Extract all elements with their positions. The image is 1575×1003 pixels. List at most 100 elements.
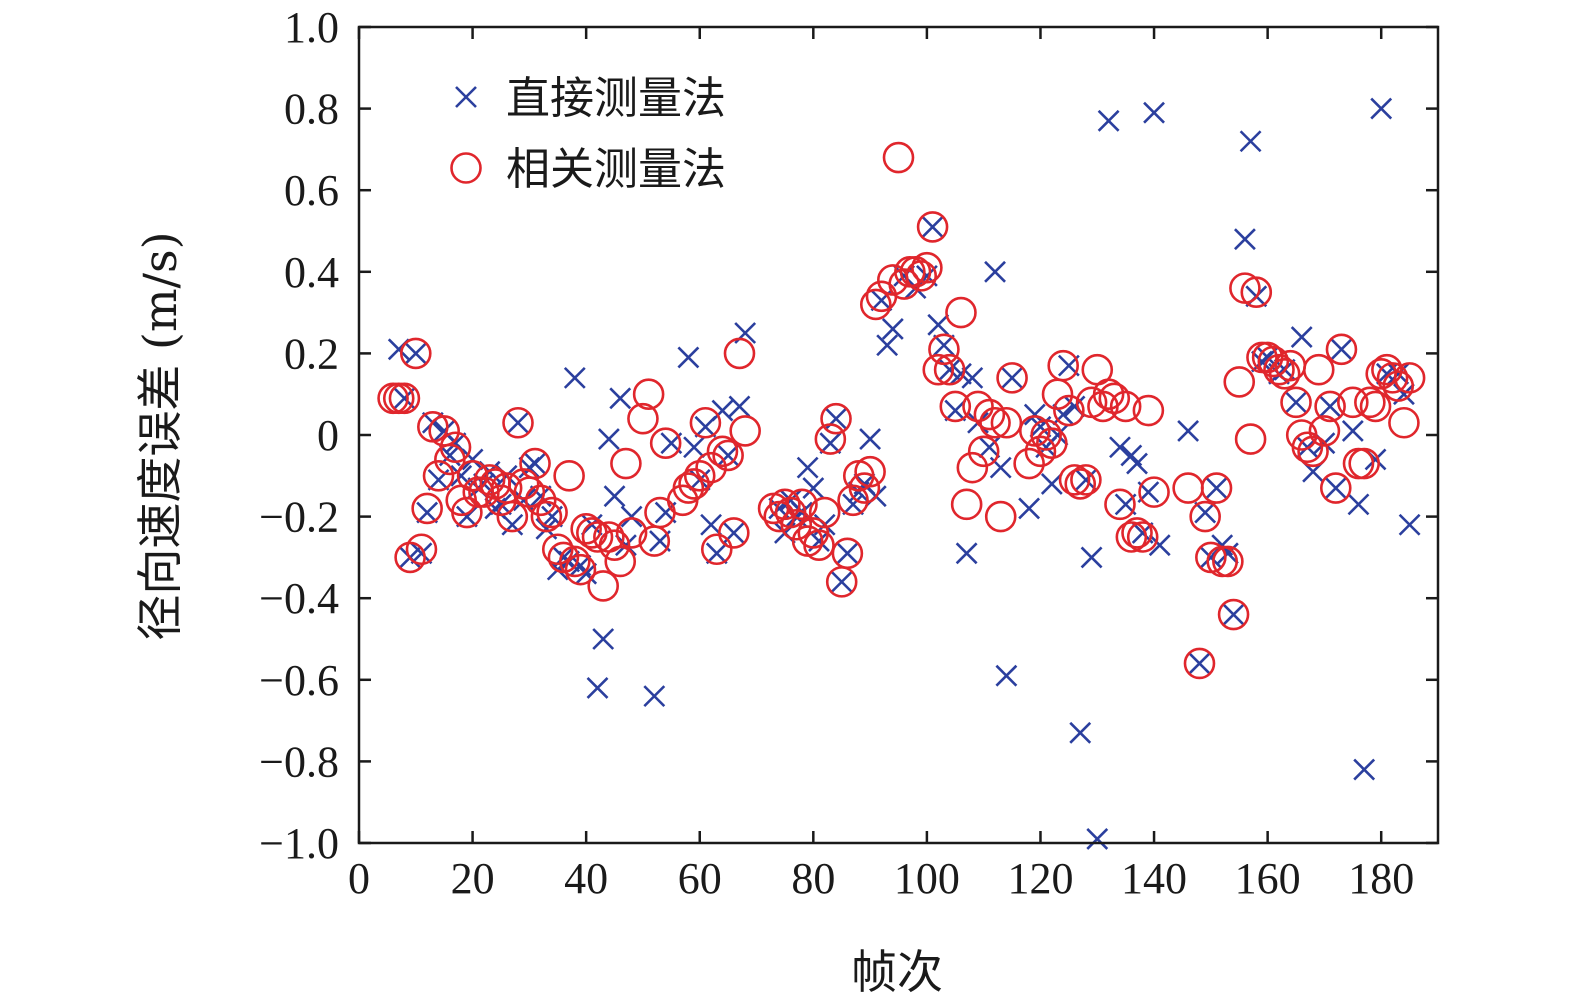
point-direct bbox=[1069, 721, 1092, 744]
point-direct bbox=[1324, 477, 1347, 499]
point-direct bbox=[501, 513, 524, 536]
point-direct bbox=[575, 562, 598, 585]
point-correlation bbox=[1098, 382, 1131, 415]
point-direct bbox=[1290, 326, 1313, 348]
point-direct bbox=[859, 428, 882, 450]
point-direct bbox=[1188, 652, 1211, 675]
point-direct bbox=[705, 542, 728, 565]
point-direct bbox=[461, 448, 484, 471]
legend-marker-o bbox=[450, 152, 482, 184]
y-tick-labels: 1.0 0.8 0.6 0.4 0.2 0 −0.2 −0.4 −0.6 −0.8 −1.0 bbox=[259, 3, 339, 868]
point-correlation bbox=[1132, 394, 1165, 427]
legend-label-correlation: 相关测量法 bbox=[506, 144, 726, 195]
point-direct bbox=[995, 664, 1018, 687]
point-correlation bbox=[683, 459, 716, 492]
point-direct bbox=[1347, 493, 1370, 516]
point-direct bbox=[1233, 228, 1256, 251]
x-axis-title: 帧次 bbox=[851, 945, 943, 999]
x-tick-label: 100 bbox=[894, 854, 960, 903]
point-direct bbox=[944, 399, 967, 422]
point-correlation bbox=[1058, 464, 1091, 496]
point-direct bbox=[1086, 828, 1109, 850]
point-correlation bbox=[695, 451, 727, 484]
point-correlation bbox=[649, 427, 682, 459]
x-tick-label: 60 bbox=[678, 854, 722, 903]
point-direct bbox=[1018, 497, 1041, 520]
point-correlation bbox=[865, 280, 898, 313]
point-direct bbox=[881, 318, 904, 340]
point-correlation bbox=[1376, 362, 1409, 394]
point-correlation bbox=[1268, 357, 1301, 390]
point-correlation bbox=[729, 415, 761, 447]
point-correlation bbox=[598, 529, 631, 561]
point-correlation bbox=[950, 488, 983, 521]
point-correlation bbox=[1070, 464, 1102, 496]
x-tick-label: 120 bbox=[1007, 854, 1073, 903]
point-correlation bbox=[911, 251, 943, 284]
point-correlation bbox=[399, 337, 432, 370]
point-correlation bbox=[1183, 647, 1216, 680]
point-correlation bbox=[1212, 545, 1244, 578]
point-direct bbox=[643, 685, 666, 708]
point-direct bbox=[796, 456, 819, 479]
point-direct bbox=[597, 428, 620, 450]
x-tick-label: 40 bbox=[564, 854, 608, 903]
point-correlation bbox=[519, 447, 551, 480]
point-correlation bbox=[1053, 394, 1085, 427]
point-correlation bbox=[928, 333, 960, 366]
point-correlation bbox=[1393, 362, 1426, 394]
point-direct bbox=[921, 216, 944, 238]
point-direct bbox=[1205, 477, 1228, 499]
point-correlation bbox=[564, 553, 597, 586]
point-correlation bbox=[1382, 370, 1415, 402]
point-correlation bbox=[456, 459, 489, 492]
point-direct bbox=[836, 542, 859, 565]
point-correlation bbox=[939, 390, 972, 423]
point-direct bbox=[586, 677, 609, 699]
legend-marker-correlation bbox=[450, 152, 482, 184]
point-correlation bbox=[439, 431, 472, 464]
point-direct bbox=[677, 346, 700, 369]
series-direct bbox=[387, 97, 1421, 850]
point-correlation bbox=[1138, 476, 1170, 508]
point-correlation bbox=[411, 492, 443, 525]
point-correlation bbox=[632, 378, 665, 411]
point-correlation bbox=[1319, 472, 1352, 504]
point-direct bbox=[830, 570, 853, 593]
y-tick-label: 0.2 bbox=[284, 329, 339, 378]
x-tick-label: 80 bbox=[791, 854, 835, 903]
x-tick-labels: 0 20 40 60 80 100 120 140 160 180 bbox=[348, 854, 1414, 903]
point-direct bbox=[955, 542, 978, 565]
y-tick-label: −0.2 bbox=[259, 493, 339, 542]
point-correlation bbox=[1030, 419, 1062, 451]
point-correlation bbox=[610, 447, 642, 480]
y-tick-label: 0.6 bbox=[284, 166, 339, 215]
point-correlation bbox=[723, 337, 756, 370]
data-points bbox=[377, 97, 1426, 850]
point-correlation bbox=[979, 406, 1011, 439]
point-direct bbox=[1398, 513, 1421, 536]
point-correlation bbox=[405, 533, 438, 566]
point-direct bbox=[717, 444, 740, 467]
point-correlation bbox=[808, 496, 841, 529]
point-correlation bbox=[1251, 341, 1284, 374]
point-correlation bbox=[1013, 447, 1045, 480]
point-correlation bbox=[689, 406, 722, 439]
point-correlation bbox=[394, 541, 426, 574]
point-correlation bbox=[1359, 390, 1392, 423]
point-direct bbox=[404, 342, 427, 365]
y-axis-title: 径向速度误差 (m/s) bbox=[133, 231, 187, 640]
point-direct bbox=[1387, 362, 1410, 385]
point-direct bbox=[1319, 395, 1342, 418]
point-direct bbox=[842, 493, 864, 516]
point-direct bbox=[1097, 109, 1120, 132]
point-direct bbox=[728, 395, 751, 418]
legend-label-direct: 直接测量法 bbox=[506, 73, 726, 124]
point-correlation bbox=[558, 545, 591, 578]
point-direct bbox=[1341, 420, 1364, 442]
point-direct bbox=[1330, 338, 1353, 361]
point-correlation bbox=[973, 398, 1006, 431]
point-direct bbox=[819, 432, 842, 455]
point-correlation bbox=[848, 472, 881, 504]
